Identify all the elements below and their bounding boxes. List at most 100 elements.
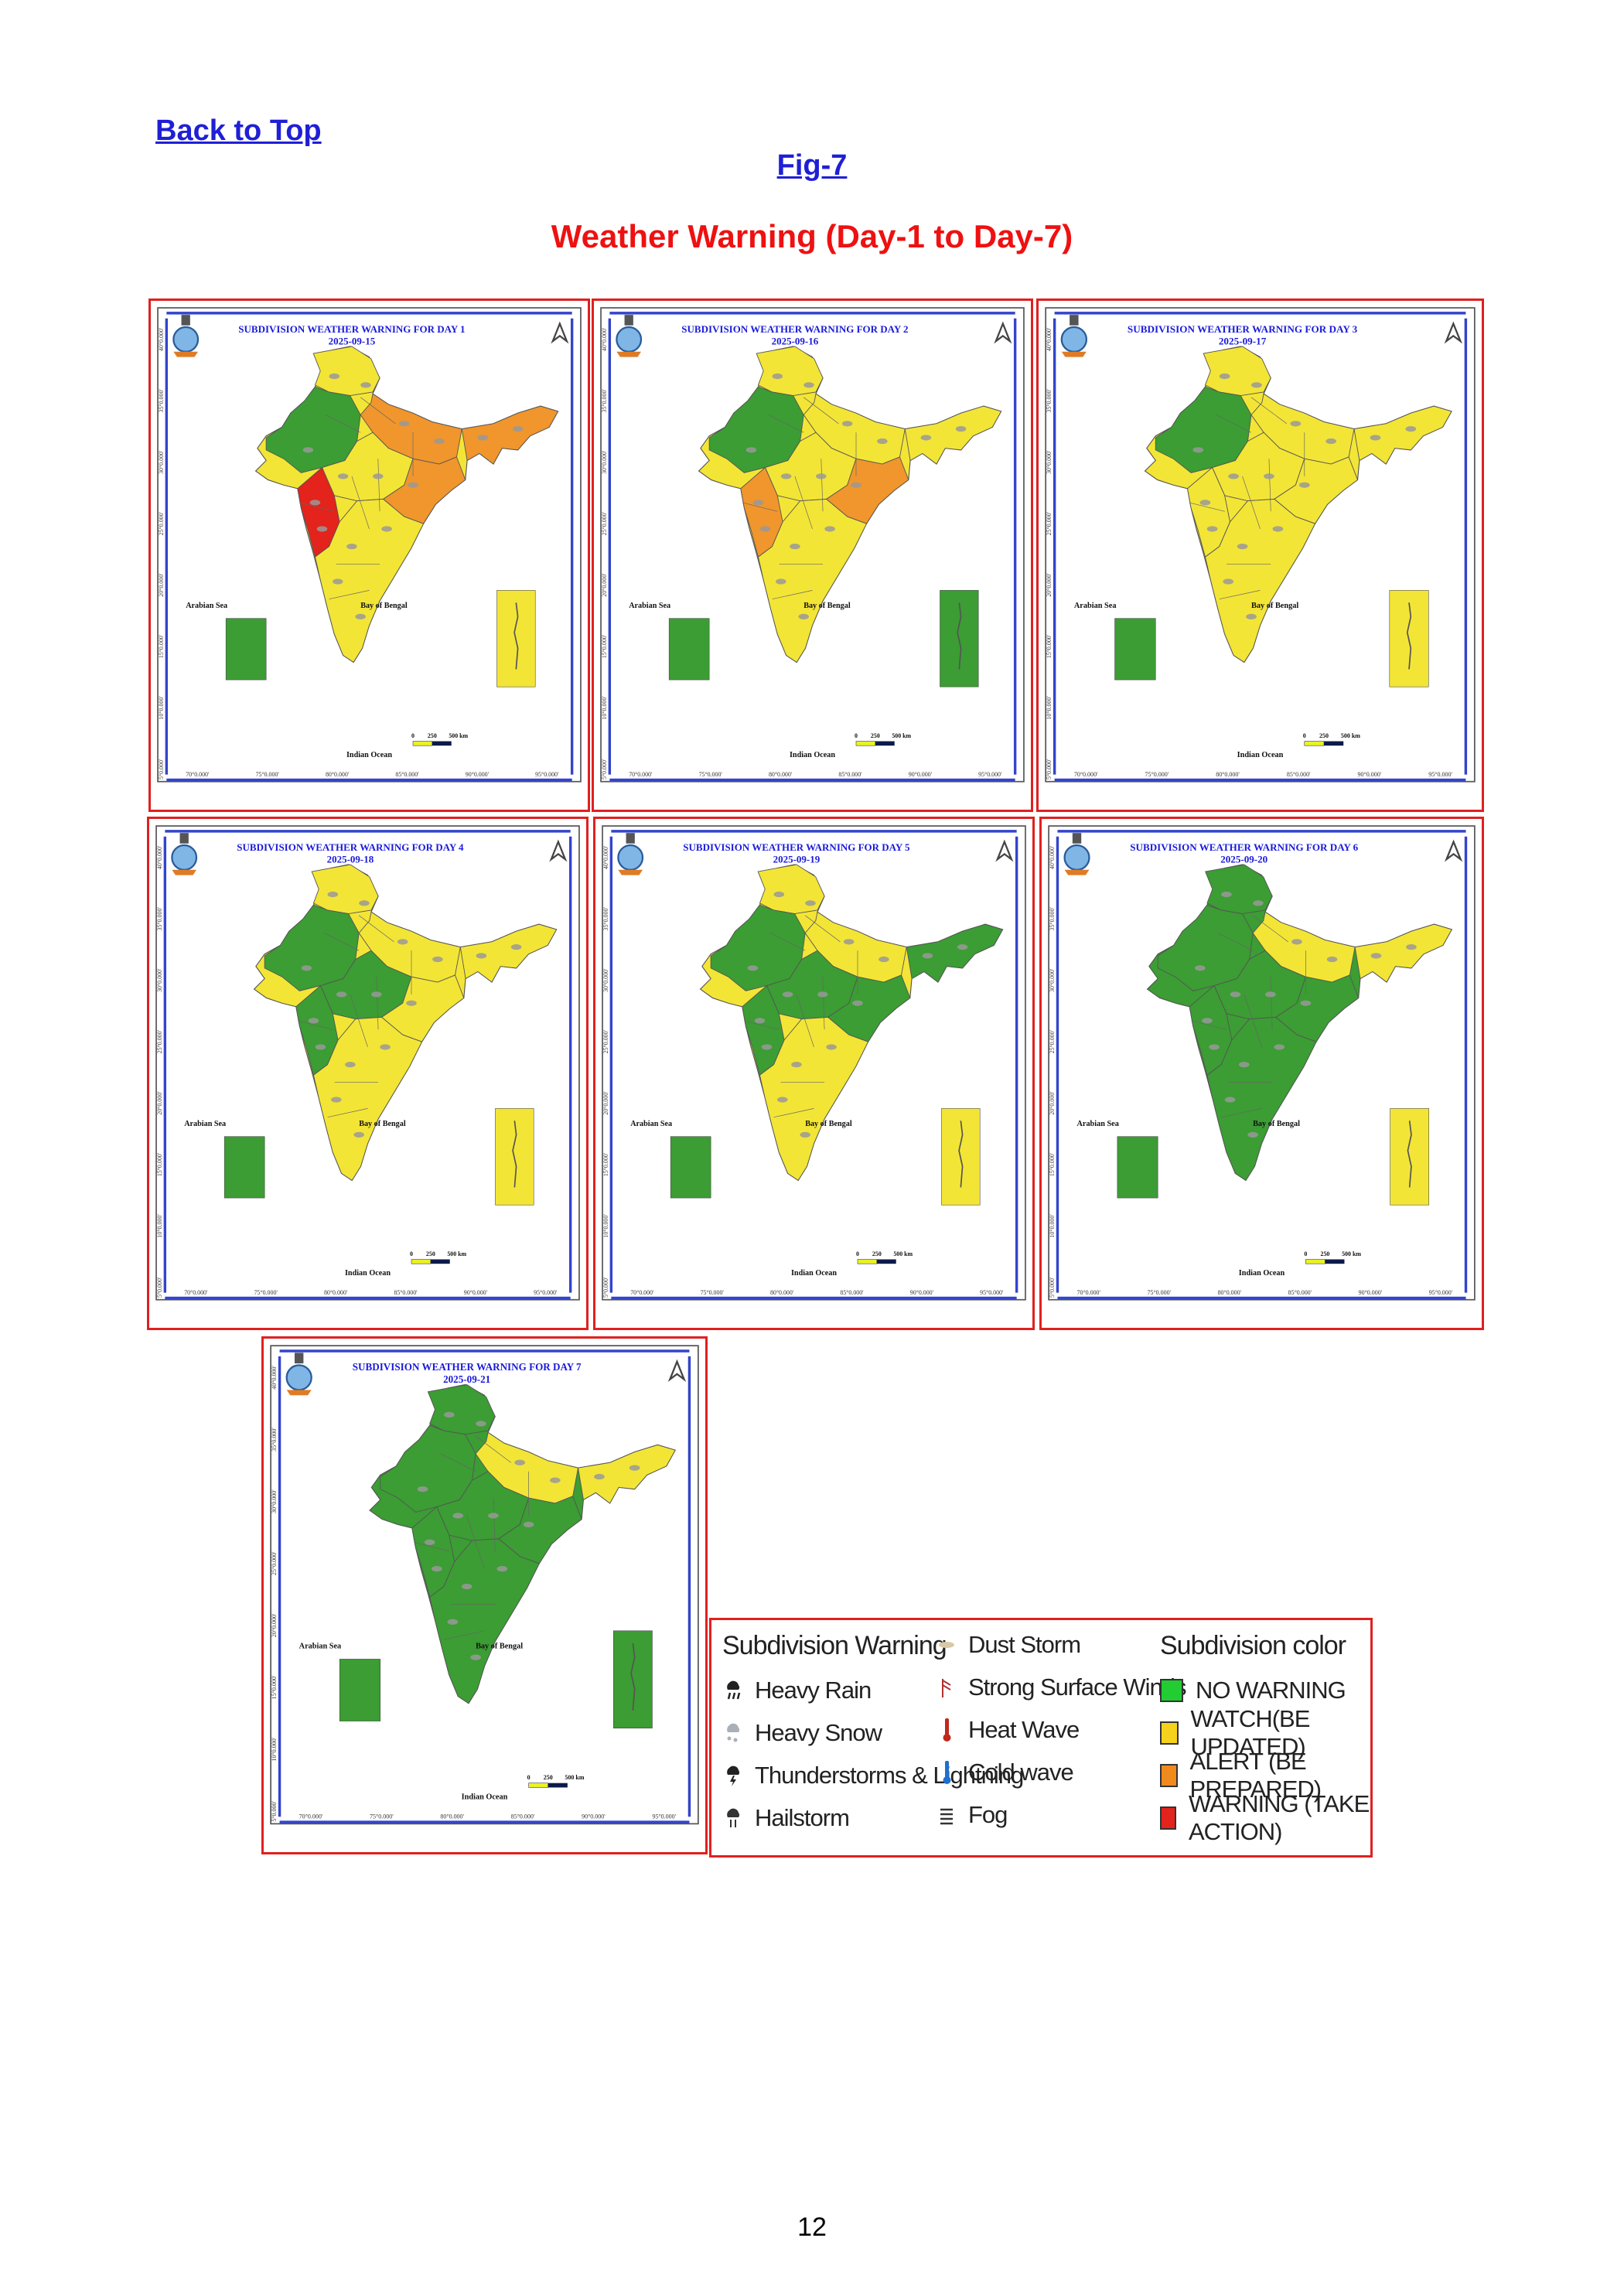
weather-symbol-icon	[1202, 1018, 1213, 1024]
back-to-top-link[interactable]: Back to Top	[155, 114, 322, 147]
map-date: 2025-09-16	[772, 336, 819, 347]
weather-symbol-icon	[523, 1521, 534, 1528]
lon-tick-label: 90°0.000'	[909, 771, 933, 778]
legend-color-watch: WATCH(BE UPDATED)	[1160, 1705, 1370, 1760]
weather-symbol-icon	[331, 1097, 342, 1103]
subdivision-boundary	[327, 1108, 368, 1118]
lat-tick-label: 15°0.000'	[601, 634, 608, 658]
subdivision-boundary	[414, 1541, 449, 1552]
weather-symbol-icon	[824, 526, 835, 532]
lon-tick-label: 90°0.000'	[464, 1289, 488, 1296]
weather-symbol-icon	[1291, 939, 1302, 945]
lat-tick-label: 35°0.000'	[156, 907, 163, 931]
legend-label: Heat Wave	[968, 1715, 1080, 1743]
weather-symbol-icon	[817, 991, 828, 998]
lat-tick-label: 30°0.000'	[271, 1489, 278, 1513]
lat-tick-label: 15°0.000'	[1049, 1152, 1056, 1176]
subdivision-boundary	[773, 1108, 814, 1118]
lat-tick-label: 5°0.000'	[156, 1277, 163, 1298]
weather-symbol-icon	[759, 526, 771, 532]
lon-tick-label: 90°0.000'	[582, 1813, 606, 1820]
subdivision-boundary	[1252, 915, 1288, 943]
legend-color-alert: ALERT (BE PREPARED)	[1160, 1748, 1370, 1803]
lon-tick-label: 90°0.000'	[466, 771, 490, 778]
weather-symbol-icon	[381, 526, 392, 532]
scale-bar	[855, 741, 876, 746]
legend-label: Dust Storm	[968, 1630, 1081, 1658]
subdivision-region-neast	[906, 923, 1004, 983]
lon-tick-label: 80°0.000'	[440, 1813, 464, 1820]
imd-logo-icon	[1060, 315, 1088, 357]
weather-symbol-icon	[791, 1062, 802, 1068]
weather-symbol-icon	[447, 1619, 459, 1626]
lon-tick-label: 80°0.000'	[770, 1289, 794, 1296]
weather-symbol-icon	[747, 965, 759, 971]
weather-symbol-icon	[1265, 991, 1276, 998]
weather-symbol-icon	[477, 435, 489, 441]
india-warning-map: SUBDIVISION WEATHER WARNING FOR DAY 3202…	[1045, 307, 1476, 783]
weather-symbol-icon	[308, 1018, 319, 1024]
legend-color-no-warning: NO WARNING	[1160, 1669, 1370, 1711]
subdivision-boundary	[804, 915, 841, 943]
lat-tick-label: 10°0.000'	[602, 1214, 609, 1238]
subdivision-region-neast	[1353, 405, 1452, 465]
lat-tick-label: 15°0.000'	[156, 1152, 163, 1176]
scale-bar	[1325, 1259, 1345, 1264]
map-panel-day-2: SUBDIVISION WEATHER WARNING FOR DAY 2 202…	[592, 299, 1033, 812]
lat-tick-label: 40°0.000'	[601, 327, 608, 351]
weather-symbol-icon	[353, 1131, 364, 1138]
lat-tick-label: 30°0.000'	[601, 450, 608, 474]
label-arabian-sea: Arabian Sea	[630, 1120, 672, 1128]
map-title: SUBDIVISION WEATHER WARNING FOR DAY 1	[238, 323, 465, 335]
india-warning-map: SUBDIVISION WEATHER WARNING FOR DAY 2202…	[600, 307, 1025, 783]
scale-bar	[412, 741, 433, 746]
lon-tick-label: 90°0.000'	[1359, 1289, 1383, 1296]
weather-symbol-icon	[841, 421, 853, 427]
lon-tick-label: 75°0.000'	[254, 1289, 278, 1296]
lon-tick-label: 85°0.000'	[1288, 1289, 1312, 1296]
weather-symbol-icon	[1253, 900, 1264, 906]
label-arabian-sea: Arabian Sea	[299, 1643, 341, 1651]
lon-tick-label: 95°0.000'	[1429, 1289, 1453, 1296]
map-panel-day-3: SUBDIVISION WEATHER WARNING FOR DAY 3 202…	[1036, 299, 1484, 812]
scale-label: 0	[855, 732, 858, 739]
weather-symbol-icon	[452, 1513, 464, 1519]
weather-symbol-icon	[780, 473, 792, 479]
weather-symbol-icon	[745, 447, 757, 453]
subdivision-region-neast	[1354, 923, 1452, 983]
lon-tick-label: 70°0.000'	[184, 1289, 208, 1296]
subdivision-boundary	[821, 459, 824, 512]
north-arrow-icon	[1444, 839, 1463, 862]
label-arabian-sea: Arabian Sea	[184, 1120, 226, 1128]
imd-logo-icon	[171, 833, 198, 875]
lat-tick-label: 35°0.000'	[1046, 389, 1053, 413]
weather-symbol-icon	[1219, 373, 1230, 380]
map-date: 2025-09-19	[773, 854, 821, 865]
scale-label: 0	[410, 1250, 413, 1257]
weather-symbol-icon	[406, 1000, 417, 1006]
subdivision-region-south	[1204, 498, 1316, 664]
subdivision-boundary	[299, 502, 335, 512]
lat-tick-label: 20°0.000'	[1046, 573, 1053, 597]
subdivision-boundary	[1270, 977, 1273, 1030]
label-bay-of-bengal: Bay of Bengal	[1251, 602, 1298, 610]
subdivision-boundary	[1221, 1108, 1262, 1118]
weather-symbol-icon	[380, 1044, 391, 1050]
weather-symbol-icon	[803, 382, 814, 388]
scale-label: 250	[871, 732, 880, 739]
subdivision-boundary	[443, 1630, 485, 1640]
lat-tick-label: 25°0.000'	[158, 511, 165, 535]
weather-symbol-icon	[752, 500, 764, 506]
map-panel-day-5: SUBDIVISION WEATHER WARNING FOR DAY 5 202…	[593, 817, 1035, 1330]
lakshadweep-inset	[225, 618, 267, 681]
weather-symbol-icon	[355, 613, 366, 620]
legend-item-hailstorm: Hailstorm	[722, 1796, 1023, 1839]
lat-tick-label: 15°0.000'	[271, 1675, 278, 1699]
weather-symbol-icon	[496, 1565, 508, 1572]
subdivision-boundary	[475, 1435, 511, 1463]
label-indian-ocean: Indian Ocean	[462, 1793, 508, 1801]
scale-bar	[876, 1259, 896, 1264]
lat-tick-label: 30°0.000'	[1049, 968, 1056, 992]
lat-tick-label: 30°0.000'	[158, 450, 165, 474]
weather-symbol-icon	[431, 1565, 442, 1572]
